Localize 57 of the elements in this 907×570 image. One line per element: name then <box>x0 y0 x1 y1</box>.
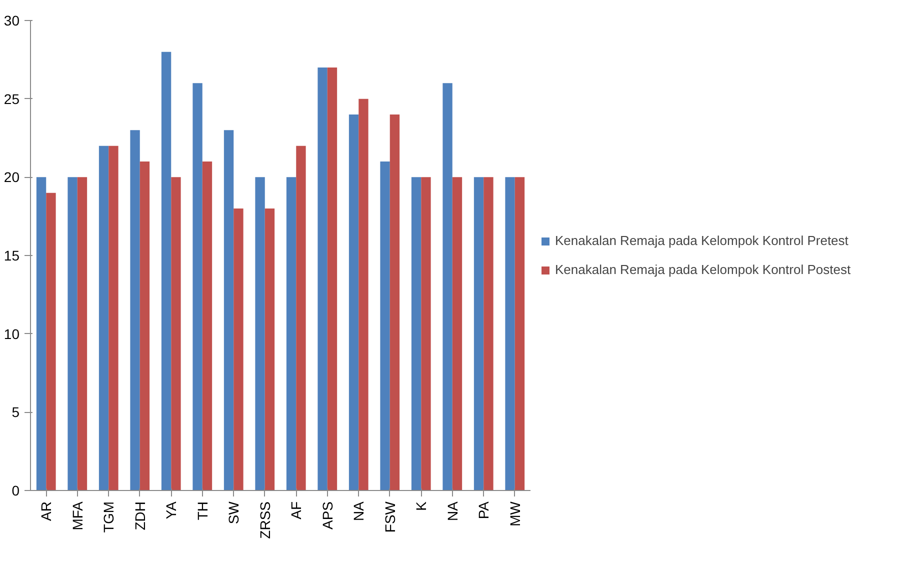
legend-label: Kenakalan Remaja pada Kelompok Kontrol Pretest <box>555 233 848 248</box>
bar <box>452 177 462 490</box>
bar <box>98 146 109 490</box>
x-tick-label: YA <box>163 500 180 520</box>
x-tick-label: TGM <box>100 501 117 533</box>
x-tick-label: SW <box>226 500 242 524</box>
bar <box>140 162 150 490</box>
bar <box>380 162 390 490</box>
bar <box>171 177 181 490</box>
bar <box>234 208 244 490</box>
bar <box>296 146 306 490</box>
bar <box>130 130 140 490</box>
bar <box>442 83 452 490</box>
bar <box>514 177 525 490</box>
x-tick-label: AF <box>288 502 304 520</box>
y-tick-label: 0 <box>12 482 20 498</box>
bar <box>264 208 275 490</box>
bar <box>318 68 328 490</box>
x-tick-label: ZDH <box>132 501 148 530</box>
bar <box>202 162 212 490</box>
bar <box>358 98 368 490</box>
y-tick-label: 10 <box>4 326 20 342</box>
bar <box>161 52 172 490</box>
x-tick-label: TH <box>194 501 210 520</box>
x-tick-label: NA <box>350 500 367 521</box>
bar <box>68 177 78 490</box>
bar <box>474 177 484 490</box>
bar <box>46 192 56 490</box>
y-tick-label: 5 <box>12 404 20 420</box>
bar <box>421 177 431 490</box>
legend-label: Kenakalan Remaja pada Kelompok Kontrol Postest <box>555 262 851 277</box>
bar <box>286 177 296 490</box>
y-tick-label: 20 <box>4 169 20 186</box>
bar <box>390 114 400 490</box>
bar <box>192 83 202 490</box>
x-tick-label: AR <box>38 501 54 521</box>
bar <box>411 177 422 490</box>
y-tick-label: 15 <box>4 248 20 264</box>
y-tick-label: 25 <box>4 90 20 107</box>
bar <box>484 177 494 490</box>
x-tick-label: NA <box>444 500 460 521</box>
x-tick-label: ZRSS <box>256 501 273 539</box>
bar <box>77 177 88 490</box>
bar <box>505 177 515 490</box>
y-tick-label: 30 <box>4 12 20 28</box>
bar <box>224 130 234 490</box>
x-tick-label: FSW <box>382 500 398 533</box>
x-tick-label: K <box>413 500 430 511</box>
x-tick-label: APS <box>319 502 336 530</box>
x-tick-label: MFA <box>69 500 86 530</box>
x-tick-label: MW <box>506 500 523 526</box>
bar <box>327 68 338 490</box>
bar <box>108 146 118 490</box>
bar <box>36 177 46 490</box>
bar <box>255 177 265 490</box>
bar <box>348 114 359 490</box>
x-tick-label: PA <box>476 500 492 520</box>
